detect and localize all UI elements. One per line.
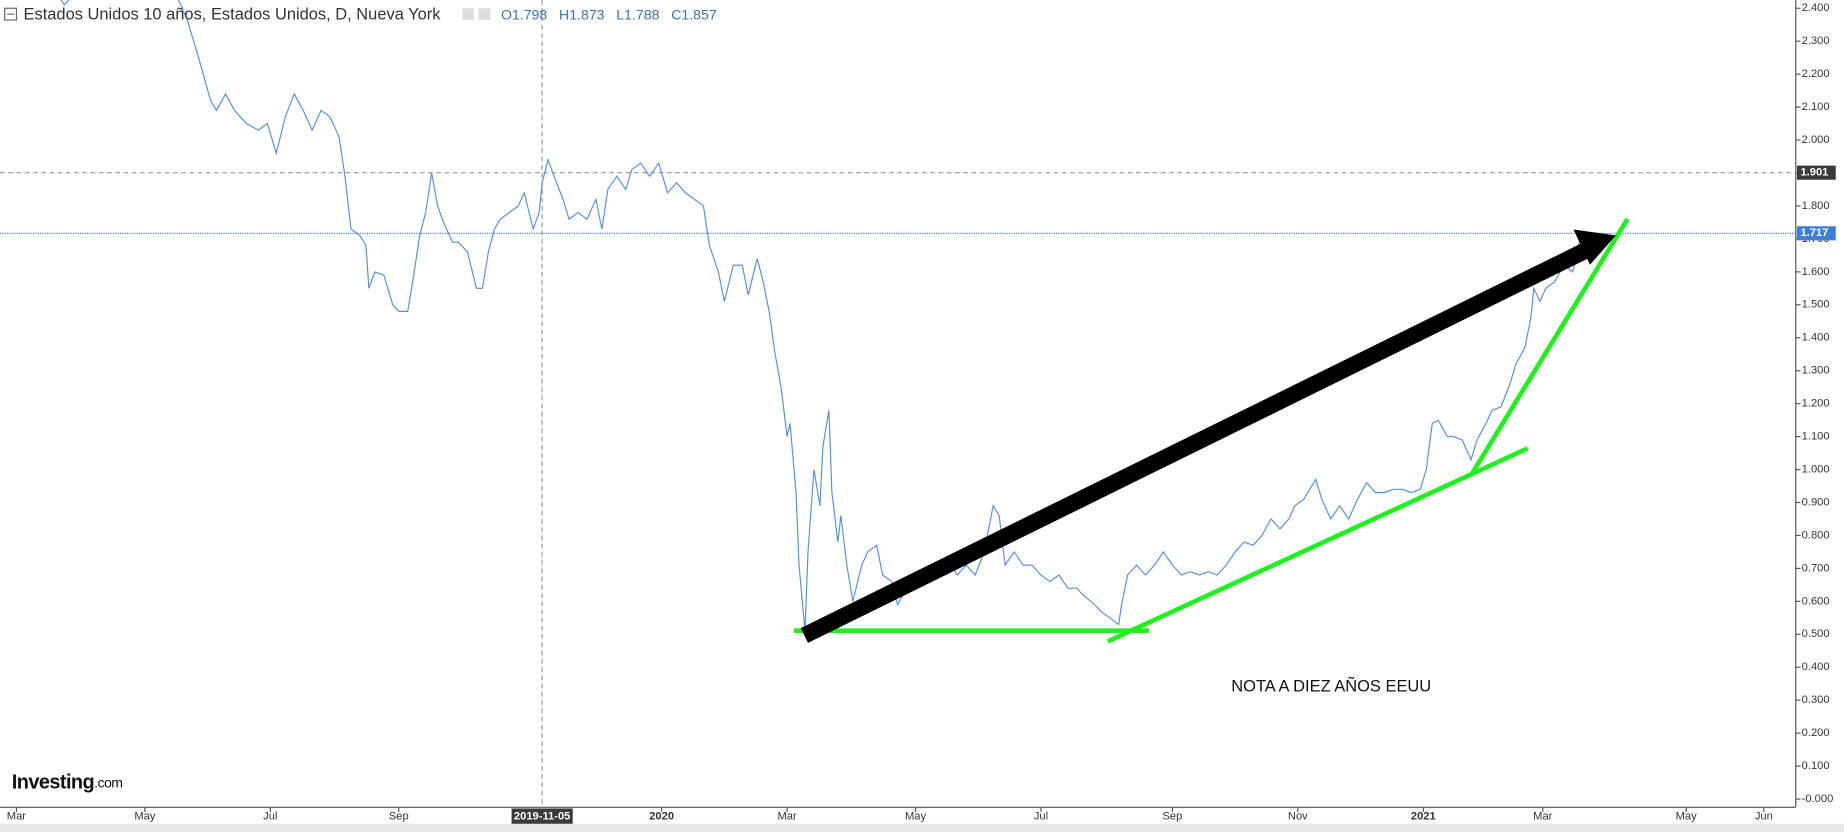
x-tick-label: May: [134, 811, 155, 823]
x-tick-label: Jun: [1755, 811, 1773, 823]
legend-header: Estados Unidos 10 años, Estados Unidos, …: [4, 6, 717, 24]
ohlc-label: L: [616, 6, 624, 22]
annotation: NOTA A DIEZ AÑOS EEUU: [1231, 676, 1431, 696]
x-tick-label: Sep: [389, 811, 409, 823]
crosshair-x-box: [511, 808, 573, 824]
last-price-box: [1796, 226, 1836, 241]
y-tick-label: 1.300: [1802, 365, 1830, 377]
ohlc-label: H: [559, 6, 569, 22]
bottom-strip: [0, 823, 1844, 832]
y-tick-label: 0.100: [1802, 760, 1830, 772]
drawings: NOTA A DIEZ AÑOS EEUU: [793, 217, 1630, 696]
y-tick-label: 0.700: [1802, 562, 1830, 574]
last-price-label: 1.717: [1800, 227, 1828, 239]
logo-suffix: .com: [94, 774, 122, 790]
close-icon[interactable]: [478, 8, 491, 21]
crosshair-x-label: 2019-11-05: [514, 811, 570, 823]
x-tick-label: Jul: [263, 811, 277, 823]
settings-icon[interactable]: [462, 8, 474, 21]
y-tick-label: 1.100: [1802, 431, 1830, 443]
y-tick-label: 1.600: [1802, 266, 1830, 278]
y-tick-label: 2.400: [1802, 2, 1830, 14]
y-tick-label: 2.200: [1802, 68, 1830, 80]
y-tick-label: 2.100: [1802, 101, 1830, 113]
crosshair-y-label: 1.901: [1800, 167, 1828, 179]
y-tick-label: 1.400: [1802, 332, 1830, 344]
series-line: [60, 0, 1598, 632]
series-title: Estados Unidos 10 años, Estados Unidos, …: [24, 6, 442, 24]
y-tick-label: 1.000: [1802, 463, 1830, 475]
y-tick-label: 0.400: [1802, 661, 1830, 673]
y-tick-label: 1.200: [1802, 398, 1830, 410]
logo-brand: Investing: [12, 772, 94, 794]
arrow-shaft: [800, 240, 1594, 643]
y-tick-label: 0.600: [1802, 595, 1830, 607]
ohlc-value: 1.788: [624, 6, 659, 22]
y-tick-label: 1.500: [1802, 299, 1830, 311]
y-tick-label: 0.300: [1802, 694, 1830, 706]
ohlc-value: 1.798: [512, 6, 547, 22]
x-tick-label: Sep: [1162, 811, 1182, 823]
x-tick-label: Nov: [1288, 811, 1308, 823]
x-tick-label: Mar: [7, 811, 26, 823]
x-tick-label: Mar: [777, 811, 796, 823]
x-tick-label: 2020: [649, 811, 674, 823]
x-tick-label: May: [905, 811, 926, 823]
ohlc-value: 1.873: [569, 6, 604, 22]
plot-area: [0, 0, 1796, 808]
trend-line: [1470, 217, 1630, 475]
y-tick-label: 0.900: [1802, 496, 1830, 508]
logo: Investing.com: [12, 772, 123, 794]
y-tick-label: 0.800: [1802, 529, 1830, 541]
ohlc-label: O: [501, 6, 512, 22]
y-tick-label: 1.800: [1802, 200, 1830, 212]
y-tick-label: 2.300: [1802, 35, 1830, 47]
x-tick-label: Mar: [1533, 811, 1552, 823]
x-tick-label: Jul: [1034, 811, 1048, 823]
ohlc-label: C: [671, 6, 681, 22]
crosshair-y-box: [1796, 165, 1836, 180]
collapse-icon[interactable]: [4, 7, 18, 21]
x-tick-label: May: [1676, 811, 1697, 823]
ohlc-values: O1.798 H1.873 L1.788 C1.857: [501, 6, 717, 22]
y-tick-label: 2.000: [1802, 134, 1830, 146]
y-tick-label: 0.500: [1802, 628, 1830, 640]
trend-line: [1106, 446, 1529, 644]
ohlc-value: 1.857: [681, 6, 716, 22]
arrow-head: [1573, 229, 1616, 265]
y-tick-label: -0.000: [1802, 793, 1834, 805]
x-tick-label: 2021: [1411, 811, 1436, 823]
y-tick-label: 0.200: [1802, 727, 1830, 739]
